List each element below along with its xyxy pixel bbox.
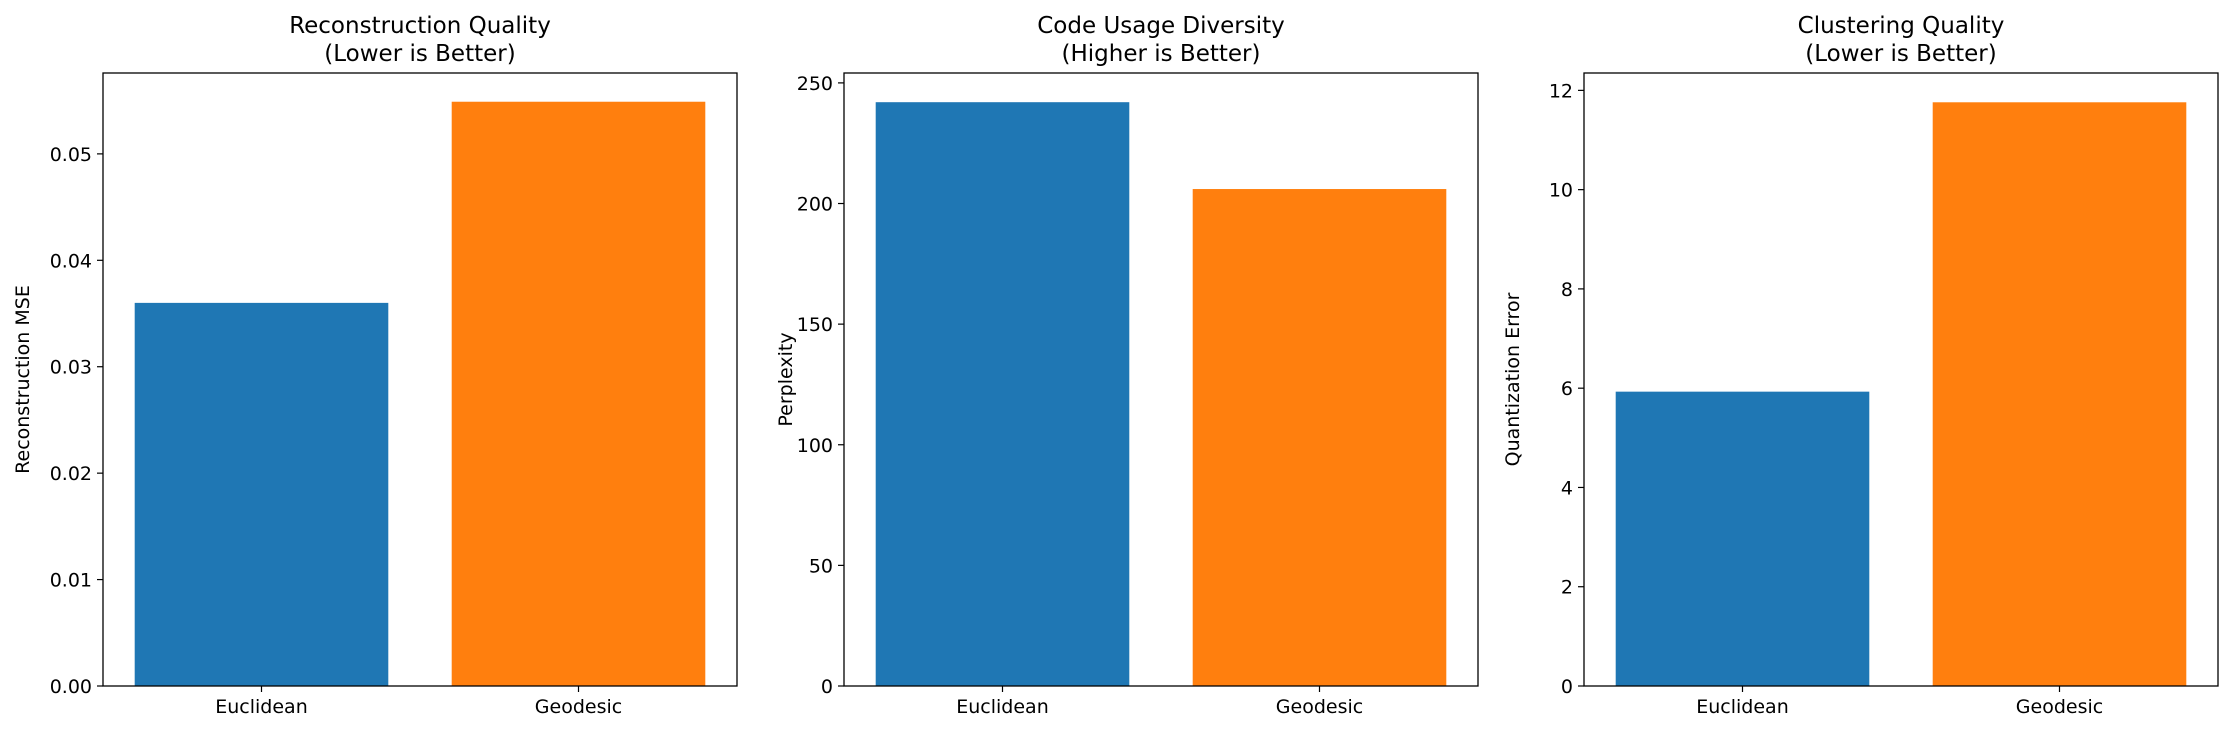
chart-title-line1: Clustering Quality — [1798, 13, 2005, 39]
y-tick-label: 0 — [1561, 676, 1573, 698]
y-axis-label: Perplexity — [775, 332, 797, 426]
y-tick-label: 200 — [797, 194, 833, 216]
bar-geodesic — [1932, 102, 2187, 686]
bar-geodesic — [451, 101, 706, 686]
y-tick-label: 12 — [1549, 80, 1573, 102]
y-tick-label: 50 — [809, 555, 833, 577]
chart-panel-2: Euclidean Geodesic 0 50 100 150 200 250 Code Usa… — [775, 13, 1479, 718]
x-tick-label: Euclidean — [1696, 696, 1789, 718]
y-tick-label: 2 — [1561, 577, 1573, 599]
y-tick-label: 6 — [1561, 378, 1573, 400]
axes-frame — [102, 72, 738, 687]
y-tick-label: 0.02 — [50, 463, 92, 485]
bar-euclidean — [1615, 391, 1870, 686]
y-tick-label: 0.01 — [50, 570, 92, 592]
chart-title-line1: Code Usage Diversity — [1037, 13, 1285, 39]
bar-euclidean — [134, 302, 389, 686]
bar-geodesic — [1192, 189, 1447, 686]
x-tick-label: Euclidean — [215, 696, 308, 718]
y-tick-label: 0.03 — [50, 357, 92, 379]
axes-frame — [1583, 72, 2219, 687]
x-tick-label: Geodesic — [2016, 696, 2103, 718]
axes-frame — [843, 72, 1479, 687]
y-tick-label: 0.04 — [50, 250, 92, 272]
y-axis-label: Reconstruction MSE — [12, 285, 34, 474]
y-tick-label: 250 — [797, 73, 833, 95]
y-tick-label: 150 — [797, 314, 833, 336]
chart-title-line1: Reconstruction Quality — [289, 13, 551, 39]
x-tick-label: Geodesic — [535, 696, 622, 718]
y-tick-label: 10 — [1549, 180, 1573, 202]
chart-title-line2: (Higher is Better) — [1062, 41, 1261, 67]
x-tick-label: Euclidean — [956, 696, 1049, 718]
chart-panel-1: Euclidean Geodesic 0.00 0.01 0.02 0.03 0.04 0.0… — [12, 13, 738, 718]
chart-panel-3: Euclidean Geodesic 0 2 4 6 8 10 12 Clustering Qua… — [1502, 13, 2219, 718]
x-tick-label: Geodesic — [1276, 696, 1363, 718]
chart-title-line2: (Lower is Better) — [1805, 41, 1996, 67]
y-tick-label: 0.00 — [50, 676, 92, 698]
y-tick-label: 0.05 — [50, 144, 92, 166]
chart-title-line2: (Lower is Better) — [324, 41, 515, 67]
y-tick-label: 0 — [821, 676, 833, 698]
y-tick-label: 100 — [797, 435, 833, 457]
y-axis-label: Quantization Error — [1502, 292, 1524, 466]
bar-euclidean — [875, 102, 1130, 686]
y-tick-label: 4 — [1561, 477, 1573, 499]
y-tick-label: 8 — [1561, 279, 1573, 301]
